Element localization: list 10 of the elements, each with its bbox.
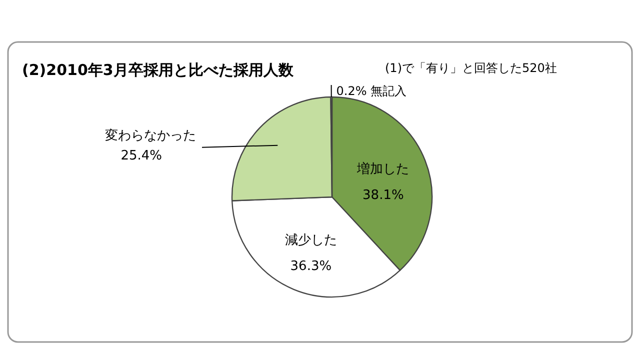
data-label: 0.2%: [336, 84, 367, 98]
data-label: 25.4%: [120, 148, 162, 164]
slice-label: 増加した: [356, 160, 410, 177]
slice-label: 無記入: [370, 84, 406, 98]
data-label: 38.1%: [362, 188, 404, 203]
data-label: 36.3%: [290, 258, 332, 274]
text: (1)で「有り」と回答した520社: [385, 61, 557, 75]
slice-label: 変わらなかった: [105, 127, 196, 144]
chart-title: (2)2010年3月卒採用と比べた採用人数: [22, 61, 294, 79]
slice-label: 減少した: [284, 232, 337, 248]
